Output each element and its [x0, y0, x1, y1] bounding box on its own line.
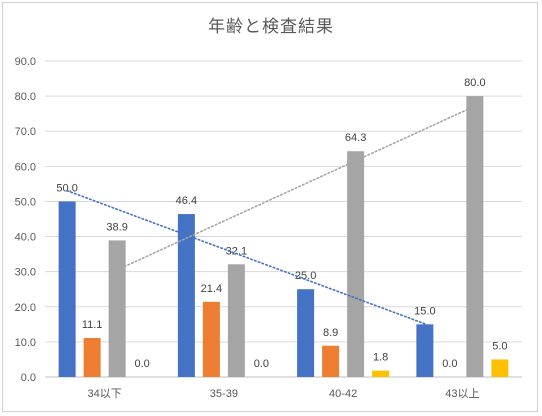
y-tick-label: 90.0 [15, 56, 36, 68]
data-label: 11.1 [82, 319, 103, 331]
y-tick-label: 40.0 [15, 232, 36, 244]
y-tick-label: 20.0 [15, 302, 36, 314]
bar [177, 214, 195, 377]
bar [372, 370, 390, 377]
bar [416, 324, 434, 377]
x-tick-label: 40-42 [329, 388, 357, 400]
data-label: 0.0 [254, 358, 269, 370]
y-tick-label: 50.0 [15, 196, 36, 208]
data-label: 64.3 [345, 132, 366, 144]
bar [108, 240, 126, 377]
y-tick-label: 80.0 [15, 91, 36, 103]
data-label: 15.0 [414, 305, 435, 317]
bar [297, 289, 315, 377]
trendline [66, 189, 426, 325]
y-tick-label: 30.0 [15, 267, 36, 279]
y-tick-label: 70.0 [15, 126, 36, 138]
y-tick-label: 10.0 [15, 337, 36, 349]
data-label: 21.4 [201, 283, 222, 295]
bar [83, 338, 101, 377]
bar [202, 301, 220, 377]
data-label: 80.0 [464, 77, 485, 89]
bar [227, 264, 245, 377]
data-label: 50.0 [56, 182, 77, 194]
y-tick-label: 0.0 [21, 372, 36, 384]
bar [491, 359, 509, 377]
trendline [116, 105, 476, 271]
data-label: 32.1 [226, 245, 247, 257]
data-label: 25.0 [295, 270, 316, 282]
x-tick-label: 43以上 [445, 387, 479, 400]
data-label: 5.0 [492, 340, 507, 352]
chart-title: 年齢と検査結果 [208, 17, 334, 36]
bar [322, 345, 340, 377]
bar [347, 151, 365, 377]
data-label: 1.8 [373, 352, 388, 364]
y-tick-label: 60.0 [15, 161, 36, 173]
data-label: 38.9 [106, 221, 127, 233]
data-label: 0.0 [442, 358, 457, 370]
data-label: 8.9 [323, 327, 338, 339]
bar [466, 96, 484, 377]
x-tick-label: 34以下 [88, 388, 122, 400]
data-label: 46.4 [176, 195, 197, 207]
bar [58, 201, 76, 377]
data-label: 0.0 [134, 358, 149, 370]
x-tick-label: 35-39 [210, 388, 238, 400]
